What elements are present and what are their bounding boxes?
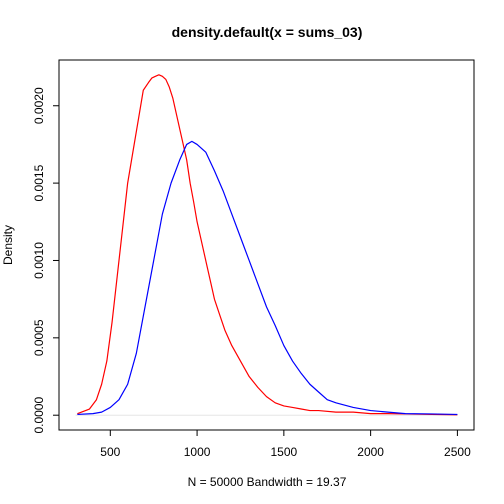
chart-title: density.default(x = sums_03) [172, 24, 363, 40]
y-axis-label: Density [1, 225, 15, 265]
x-tick-label: 1000 [184, 445, 211, 459]
x-tick-label: 500 [100, 445, 120, 459]
x-tick-label: 2500 [444, 445, 471, 459]
y-tick-label: 0.0010 [32, 242, 46, 279]
plot-frame [58, 59, 475, 431]
x-axis: 500 1000 1500 2000 2500 [100, 430, 471, 459]
y-tick-label: 0.0000 [32, 397, 46, 434]
density-series-line-2 [77, 140, 458, 416]
x-tick-label: 2000 [357, 445, 384, 459]
x-tick-label: 1500 [271, 445, 298, 459]
y-tick-label: 0.0005 [32, 319, 46, 356]
y-tick-label: 0.0015 [32, 164, 46, 201]
density-series-line-1 [77, 74, 458, 416]
y-tick-label: 0.0020 [32, 87, 46, 124]
series-layer [75, 74, 458, 416]
y-axis: 0.0000 0.0005 0.0010 0.0015 0.0020 [32, 87, 59, 434]
x-axis-label: N = 50000 Bandwidth = 19.37 [188, 475, 347, 489]
